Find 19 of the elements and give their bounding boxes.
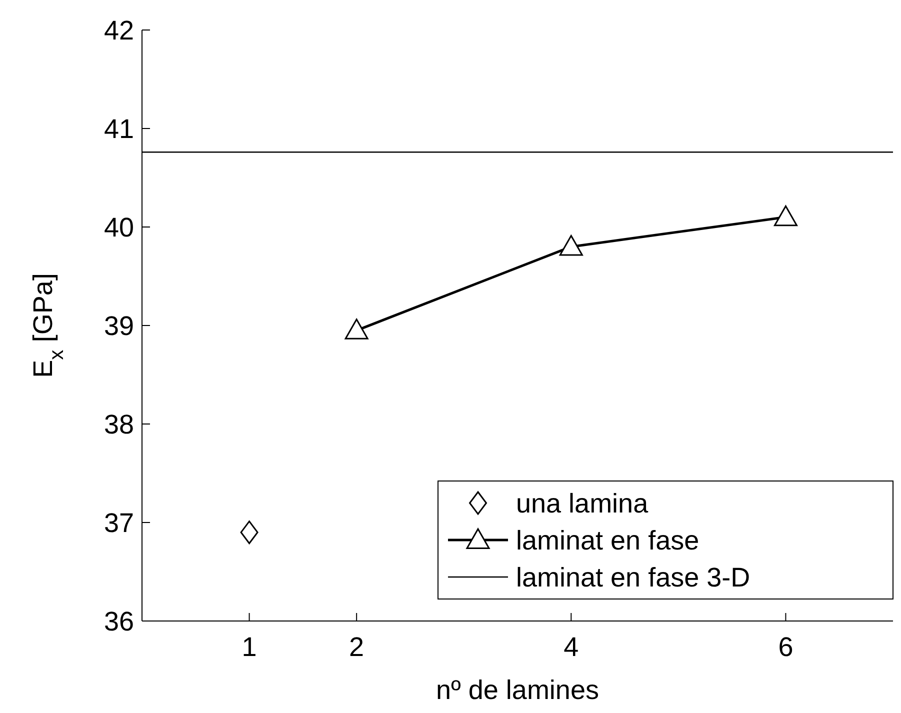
point — [240, 520, 258, 544]
y-tick-label: 41 — [104, 114, 134, 144]
x-axis-title: nº de lamines — [436, 675, 599, 705]
legend-label: una lamina — [516, 488, 650, 518]
legend-label: laminat en fase — [516, 525, 700, 556]
x-tick-label: 2 — [349, 632, 364, 662]
x-tick-label: 4 — [564, 632, 579, 662]
y-tick-label: 37 — [104, 508, 134, 538]
x-tick-label: 6 — [778, 632, 794, 662]
y-tick-label: 39 — [104, 310, 134, 341]
point — [344, 318, 368, 340]
y-tick-label: 42 — [104, 15, 134, 46]
x-tick-label: 1 — [242, 632, 257, 662]
y-tick-label: 36 — [104, 606, 134, 636]
legend-label: laminat en fase 3-D — [516, 562, 750, 592]
point — [774, 205, 798, 226]
point — [559, 234, 583, 256]
y-tick-label: 40 — [104, 212, 134, 242]
y-tick-label: 38 — [104, 409, 134, 440]
